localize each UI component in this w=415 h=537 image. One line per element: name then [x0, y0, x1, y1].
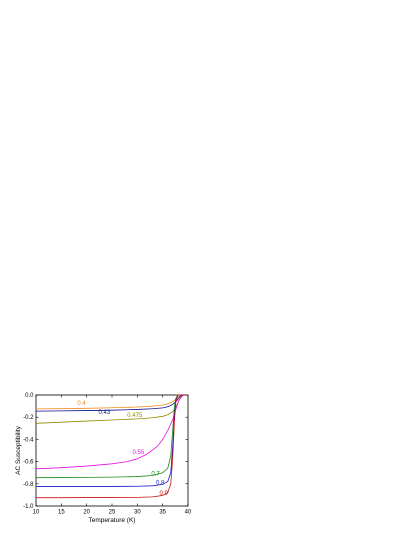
series-label-0-43: 0.43	[99, 410, 111, 416]
y-tick-label: -1.0	[23, 504, 34, 510]
series-label-layer: 0.4 0.43 0.475 0.55 0.7 0.8 0.9	[77, 401, 168, 497]
y-axis-title: AC Susceptibility	[15, 425, 22, 475]
series-line-0-9	[36, 394, 188, 499]
series-line-0-55	[35, 394, 188, 470]
y-tick-label: -0.4	[23, 437, 34, 443]
x-tick-label: 15	[58, 510, 65, 516]
y-tick-label: 0.0	[25, 393, 34, 399]
series-label-0-4: 0.4	[77, 401, 86, 407]
series-layer	[35, 394, 188, 499]
x-tick-label: 40	[185, 510, 192, 516]
x-tick-label: 35	[159, 510, 166, 516]
series-label-0-9: 0.9	[160, 491, 169, 497]
series-label-0-475: 0.475	[127, 413, 143, 419]
series-label-0-7: 0.7	[151, 471, 160, 477]
series-line-0-475	[35, 394, 188, 424]
y-tick-label: -0.2	[23, 415, 34, 421]
y-tick-label: -0.6	[23, 460, 34, 466]
y-tick-label: -0.8	[23, 482, 34, 488]
x-tick-label: 10	[33, 510, 40, 516]
x-tick-label: 30	[134, 510, 141, 516]
plot-area	[35, 394, 189, 507]
x-tick-label: 20	[83, 510, 90, 516]
plot-frame	[35, 394, 189, 507]
series-label-0-8: 0.8	[156, 481, 165, 487]
x-axis-title: Temperature (K)	[89, 517, 136, 524]
series-line-0-4	[35, 394, 188, 410]
series-line-0-43	[35, 394, 188, 412]
series-line-0-7	[35, 394, 188, 479]
x-tick-label: 25	[109, 510, 116, 516]
series-label-0-55: 0.55	[133, 450, 145, 456]
axes-layer: 10 15 20 25 30 35 40 0.0 -0.2 -0.4 -0.6 -0.8 -1.0	[23, 393, 192, 516]
